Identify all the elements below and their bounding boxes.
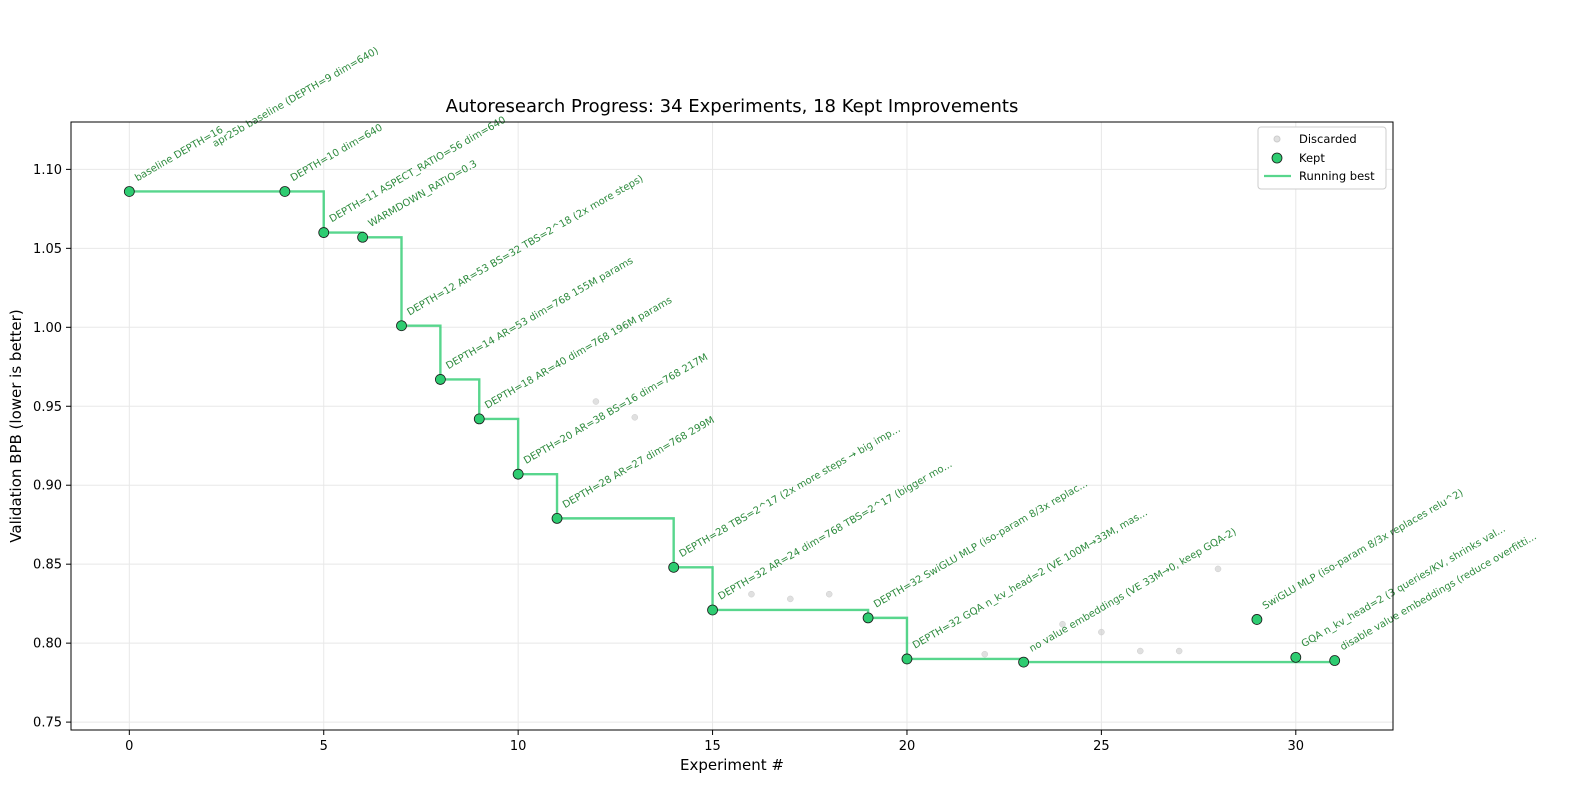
y-tick-label: 1.00 bbox=[33, 321, 62, 336]
y-tick-label: 1.10 bbox=[33, 163, 62, 178]
kept-point bbox=[357, 231, 369, 243]
discarded-point bbox=[631, 414, 639, 421]
discarded-point bbox=[1098, 628, 1105, 636]
discarded-point bbox=[1137, 647, 1144, 655]
x-tick-label: 25 bbox=[1093, 739, 1110, 754]
kept-point bbox=[551, 512, 563, 524]
kept-point bbox=[512, 468, 524, 480]
discarded-point bbox=[1214, 565, 1222, 573]
axis-ticks: 0 5 10 15 20 25 30 0.75 0.80 0.85 0.90 0.95 1.00 1.05… bbox=[33, 163, 1304, 754]
y-tick-label: 0.85 bbox=[33, 558, 62, 573]
grid bbox=[71, 122, 1393, 730]
kept-point bbox=[123, 186, 135, 197]
kept-point bbox=[707, 604, 718, 616]
x-tick-label: 30 bbox=[1288, 739, 1305, 754]
x-tick-label: 20 bbox=[899, 739, 916, 754]
kept-points bbox=[123, 186, 1341, 668]
discarded-point bbox=[981, 650, 988, 658]
kept-point bbox=[279, 186, 291, 197]
x-tick-label: 0 bbox=[125, 739, 133, 754]
chart-title: Autoresearch Progress: 34 Experiments, 1… bbox=[446, 96, 1019, 117]
running-best-line bbox=[129, 190, 1335, 664]
running-best-layer bbox=[129, 190, 1335, 664]
x-tick-label: 15 bbox=[704, 739, 721, 754]
y-tick-label: 0.80 bbox=[33, 637, 62, 652]
plot-frame bbox=[70, 121, 1394, 731]
y-tick-label: 0.90 bbox=[33, 479, 62, 494]
y-tick-label: 1.05 bbox=[33, 242, 62, 257]
y-axis-label: Validation BPB (lower is better) bbox=[7, 309, 25, 542]
discarded-point bbox=[748, 590, 755, 598]
legend-box bbox=[1257, 126, 1387, 190]
kept-point bbox=[1251, 614, 1263, 625]
kept-point bbox=[668, 561, 680, 573]
legend-discarded-marker bbox=[1273, 135, 1281, 143]
legend-discarded-label: Discarded bbox=[1299, 132, 1357, 146]
x-tick-label: 10 bbox=[510, 739, 527, 754]
kept-point bbox=[1329, 655, 1341, 666]
legend-kept-label: Kept bbox=[1299, 151, 1325, 165]
kept-point bbox=[434, 374, 446, 385]
x-tick-label: 5 bbox=[320, 739, 328, 754]
discarded-points bbox=[592, 398, 1222, 658]
kept-point bbox=[862, 612, 874, 624]
kept-point bbox=[1018, 656, 1030, 668]
discarded-point bbox=[1059, 620, 1066, 628]
y-tick-label: 0.75 bbox=[33, 716, 62, 731]
discarded-point bbox=[592, 398, 600, 405]
x-axis-label: Experiment # bbox=[680, 756, 784, 774]
legend-kept-marker bbox=[1271, 152, 1283, 164]
legend-running-best-label: Running best bbox=[1299, 169, 1375, 183]
kept-point bbox=[396, 320, 407, 332]
legend: Discarded Kept Running best bbox=[1257, 126, 1387, 190]
discarded-point bbox=[825, 590, 833, 598]
kept-point bbox=[901, 653, 913, 665]
kept-point bbox=[1290, 651, 1302, 663]
kept-point bbox=[318, 227, 330, 238]
discarded-point bbox=[1175, 647, 1183, 655]
kept-point bbox=[473, 413, 485, 425]
y-tick-label: 0.95 bbox=[33, 400, 62, 415]
discarded-point bbox=[787, 595, 794, 603]
